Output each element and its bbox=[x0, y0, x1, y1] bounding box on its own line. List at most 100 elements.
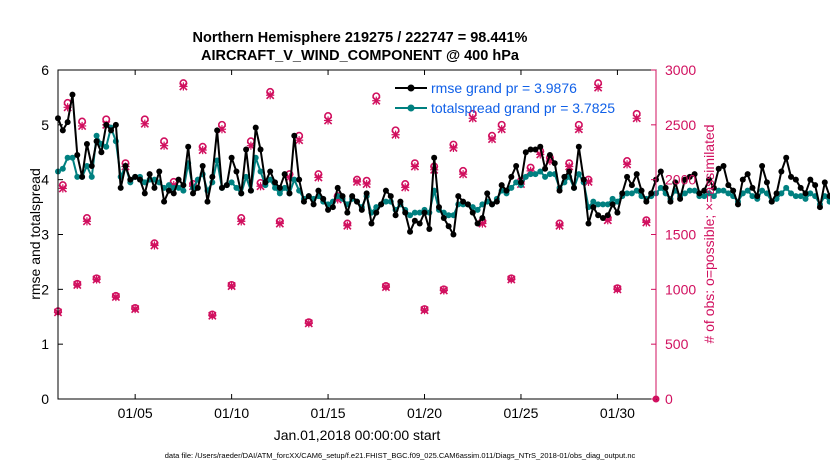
rmse-point bbox=[571, 184, 578, 191]
rmse-point bbox=[464, 201, 471, 208]
obs-assimilated-marker bbox=[73, 280, 82, 290]
obs-assimilated-marker bbox=[159, 141, 169, 150]
totalspread-point bbox=[715, 187, 722, 194]
totalspread-point bbox=[701, 193, 708, 200]
rmse-point bbox=[325, 206, 332, 213]
rmse-point bbox=[595, 212, 602, 219]
rmse-point bbox=[734, 201, 741, 208]
y-axis-label: rmse and totalspread bbox=[27, 168, 43, 300]
obs-assimilated-marker bbox=[372, 96, 381, 105]
totalspread-point bbox=[599, 201, 606, 208]
totalspread-point bbox=[609, 195, 616, 202]
rmse-point bbox=[667, 198, 674, 205]
totalspread-point bbox=[590, 198, 597, 205]
rmse-point bbox=[513, 162, 520, 169]
rmse-point bbox=[122, 162, 129, 169]
obs-assimilated-marker bbox=[574, 125, 584, 134]
rmse-point bbox=[517, 179, 524, 186]
rmse-point bbox=[349, 193, 356, 200]
totalspread-point bbox=[807, 190, 814, 197]
rmse-point bbox=[643, 198, 650, 205]
x-tick-label: 01/10 bbox=[214, 405, 249, 421]
rmse-point bbox=[503, 187, 510, 194]
x-tick-label: 01/20 bbox=[407, 405, 442, 421]
totalspread-point bbox=[103, 143, 110, 150]
rmse-point bbox=[522, 149, 529, 156]
rmse-point bbox=[749, 184, 756, 191]
rmse-point bbox=[170, 190, 177, 197]
totalspread-point bbox=[180, 187, 187, 194]
legend-rmse-label: rmse grand pr = 3.9876 bbox=[431, 80, 577, 96]
rmse-point bbox=[358, 206, 365, 213]
totalspread-point bbox=[604, 201, 611, 208]
rmse-point bbox=[180, 182, 187, 189]
obs-assimilated-marker bbox=[58, 184, 67, 193]
rmse-point bbox=[426, 226, 433, 233]
obs-assimilated-marker bbox=[613, 285, 622, 294]
rmse-point bbox=[320, 195, 327, 202]
totalspread-point bbox=[243, 173, 250, 180]
rmse-point bbox=[209, 173, 216, 180]
totalspread-point bbox=[83, 162, 90, 169]
rmse-point bbox=[315, 187, 322, 194]
rmse-point bbox=[706, 176, 713, 183]
rmse-point bbox=[768, 198, 775, 205]
rmse-point bbox=[218, 184, 225, 191]
rmse-point bbox=[633, 171, 640, 178]
rmse-point bbox=[74, 151, 81, 158]
rmse-point bbox=[484, 190, 491, 197]
rmse-point bbox=[93, 138, 100, 145]
rmse-point bbox=[59, 127, 66, 134]
rmse-point bbox=[469, 209, 476, 216]
y-tick-label: 5 bbox=[41, 117, 49, 133]
rmse-point bbox=[551, 160, 558, 167]
rmse-point bbox=[435, 204, 442, 211]
rmse-point bbox=[672, 179, 679, 186]
rmse-line bbox=[57, 93, 830, 236]
totalspread-point bbox=[802, 195, 809, 202]
totalspread-point bbox=[546, 171, 553, 178]
rmse-point bbox=[421, 209, 428, 216]
legend-totalspread-marker bbox=[407, 104, 415, 112]
rmse-point bbox=[392, 212, 399, 219]
rmse-point bbox=[474, 220, 481, 227]
rmse-point bbox=[628, 182, 635, 189]
rmse-point bbox=[493, 198, 500, 205]
rmse-point bbox=[344, 209, 351, 216]
obs-assimilated-marker bbox=[227, 281, 236, 291]
obs-assimilated-marker bbox=[622, 160, 632, 169]
rmse-point bbox=[585, 220, 592, 227]
totalspread-point bbox=[69, 154, 76, 161]
rmse-point bbox=[214, 127, 221, 134]
rmse-point bbox=[103, 121, 110, 128]
x-tick-label: 01/30 bbox=[600, 405, 635, 421]
rmse-point bbox=[566, 168, 573, 175]
obs-assimilated-marker bbox=[275, 219, 285, 228]
rmse-point bbox=[542, 165, 549, 172]
obs-assimilated-marker bbox=[381, 282, 391, 292]
rmse-point bbox=[190, 190, 197, 197]
totalspread-point bbox=[749, 193, 756, 200]
plot-area bbox=[58, 70, 656, 399]
obs-assimilated-marker bbox=[497, 125, 506, 134]
totalspread-point bbox=[686, 187, 693, 194]
totalspread-point bbox=[88, 173, 95, 180]
rmse-point bbox=[272, 179, 279, 186]
rmse-point bbox=[816, 204, 823, 211]
obs-markers-layer bbox=[53, 79, 660, 403]
rmse-point bbox=[648, 190, 655, 197]
obs-assimilated-marker bbox=[632, 114, 641, 123]
rmse-point bbox=[686, 173, 693, 180]
obs-assimilated-marker bbox=[130, 304, 140, 314]
obs-assimilated-marker bbox=[593, 83, 603, 92]
rmse-point bbox=[354, 198, 360, 205]
obs-assimilated-marker bbox=[439, 286, 448, 295]
rmse-point bbox=[146, 171, 153, 178]
rmse-point bbox=[609, 201, 616, 208]
rmse-point bbox=[64, 119, 71, 126]
y-axis-label-right: # of obs: o=possible; ×=assimilated bbox=[701, 124, 717, 343]
obs-assimilated-marker bbox=[323, 116, 333, 125]
rmse-point bbox=[638, 187, 645, 194]
